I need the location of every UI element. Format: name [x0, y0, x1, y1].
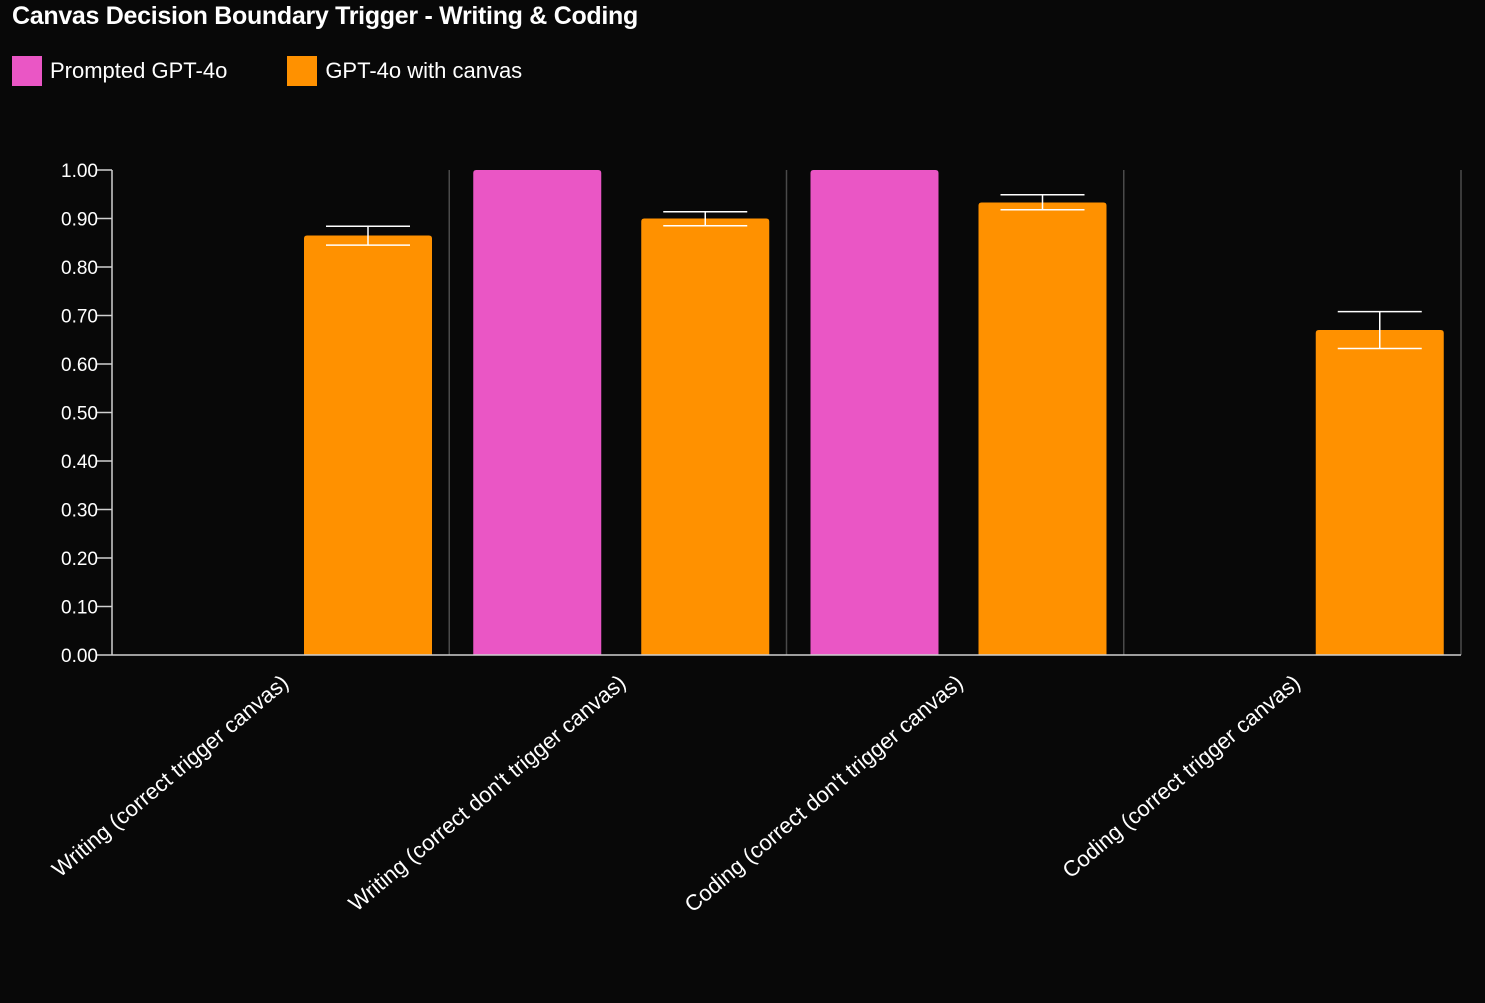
x-category-label: Writing (correct don't trigger canvas): [344, 670, 631, 916]
bar-prompted: [473, 170, 602, 655]
bar-canvas: [1315, 330, 1444, 655]
legend-item-prompted: Prompted GPT-4o: [12, 56, 227, 86]
y-tick-label: 0.40: [61, 452, 98, 473]
y-tick-label: 0.30: [61, 501, 98, 522]
y-tick-label: 0.60: [61, 355, 98, 376]
legend: Prompted GPT-4o GPT-4o with canvas: [12, 56, 582, 86]
y-tick-label: 0.10: [61, 598, 98, 619]
chart-title: Canvas Decision Boundary Trigger - Writi…: [12, 2, 638, 30]
legend-item-canvas: GPT-4o with canvas: [287, 56, 522, 86]
y-tick-label: 0.90: [61, 210, 98, 231]
y-tick-label: 1.00: [61, 161, 98, 182]
legend-swatch-canvas: [287, 56, 318, 86]
legend-swatch-prompted: [12, 56, 42, 86]
legend-label-prompted: Prompted GPT-4o: [50, 58, 228, 83]
y-tick-label: 0.00: [61, 646, 98, 667]
bar-prompted: [810, 170, 939, 655]
legend-label-canvas: GPT-4o with canvas: [325, 58, 523, 83]
y-tick-label: 0.50: [61, 404, 98, 425]
y-tick-label: 0.80: [61, 258, 98, 279]
bar-canvas: [641, 218, 770, 655]
bar-canvas: [978, 202, 1107, 655]
bar-canvas: [304, 235, 432, 655]
y-tick-label: 0.70: [61, 307, 98, 328]
x-category-label: Coding (correct don't trigger canvas): [680, 670, 968, 917]
y-tick-label: 0.20: [61, 549, 98, 570]
x-category-label: Writing (correct trigger canvas): [47, 670, 293, 882]
x-category-label: Coding (correct trigger canvas): [1058, 670, 1305, 883]
